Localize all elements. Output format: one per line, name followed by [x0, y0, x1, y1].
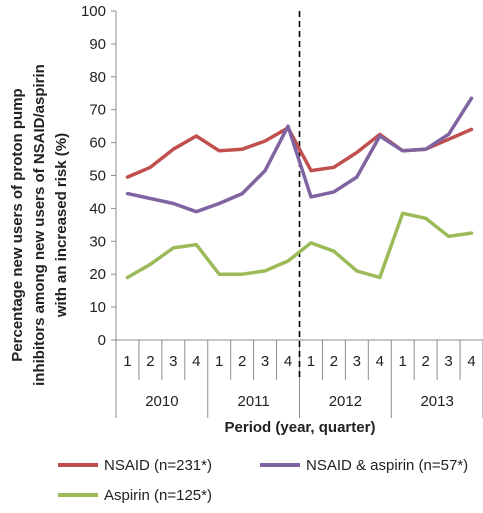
- y-axis-label-line-3: with an increased risk (%): [53, 133, 70, 318]
- y-tick-label: 10: [89, 299, 106, 316]
- y-axis-label-line-2: inhibitors among new users of NSAID/aspi…: [31, 64, 48, 386]
- x-quarter-label: 3: [169, 353, 177, 370]
- x-quarter-label: 2: [421, 353, 429, 370]
- x-quarter-label: 2: [238, 353, 246, 370]
- y-tick-label: 90: [89, 36, 106, 53]
- y-tick-label: 30: [89, 233, 106, 250]
- x-year-label: 2012: [329, 393, 362, 410]
- x-quarter-label: 4: [284, 353, 292, 370]
- x-year-label: 2011: [237, 393, 269, 410]
- y-axis-label: Percentage new users of proton pump inhi…: [9, 64, 70, 386]
- legend: NSAID (n=231*) NSAID & aspirin (n=57*) Asp…: [58, 457, 468, 504]
- y-tick-label: 0: [98, 332, 106, 349]
- y-tick-label: 80: [89, 69, 106, 86]
- x-quarter-label: 4: [376, 353, 384, 370]
- x-quarter-label: 3: [353, 353, 361, 370]
- x-axis-label: Period (year, quarter): [225, 419, 376, 436]
- legend-label-2: NSAID & aspirin (n=57*): [306, 457, 468, 474]
- y-axis-label-line-1: Percentage new users of proton pump: [9, 88, 26, 361]
- series-line-2: [125, 96, 474, 214]
- legend-label-1: NSAID (n=231*): [104, 457, 212, 474]
- x-quarter-label: 1: [307, 353, 315, 370]
- x-quarter-label: 2: [330, 353, 338, 370]
- x-year-label: 2013: [420, 393, 453, 410]
- x-quarter-label: 4: [192, 353, 200, 370]
- x-quarter-label: 3: [444, 353, 452, 370]
- x-quarter-label: 4: [467, 353, 475, 370]
- series-lines: [125, 96, 474, 280]
- y-tick-label: 100: [81, 3, 106, 20]
- x-quarter-label: 3: [261, 353, 269, 370]
- x-quarter-label: 1: [399, 353, 407, 370]
- y-tick-label: 20: [89, 266, 106, 283]
- x-quarter-label: 2: [146, 353, 154, 370]
- x-year-label: 2010: [145, 393, 178, 410]
- x-quarter-label: 1: [215, 353, 223, 370]
- series-line-3: [125, 211, 474, 280]
- y-tick-label: 50: [89, 168, 106, 185]
- x-quarter-label: 1: [123, 353, 131, 370]
- y-tick-labels: 0 10 20 30 40 50 60 70 80 90 100: [81, 3, 116, 349]
- legend-label-3: Aspirin (n=125*): [104, 487, 212, 504]
- y-tick-label: 60: [89, 135, 106, 152]
- y-tick-label: 70: [89, 102, 106, 119]
- y-tick-label: 40: [89, 200, 106, 217]
